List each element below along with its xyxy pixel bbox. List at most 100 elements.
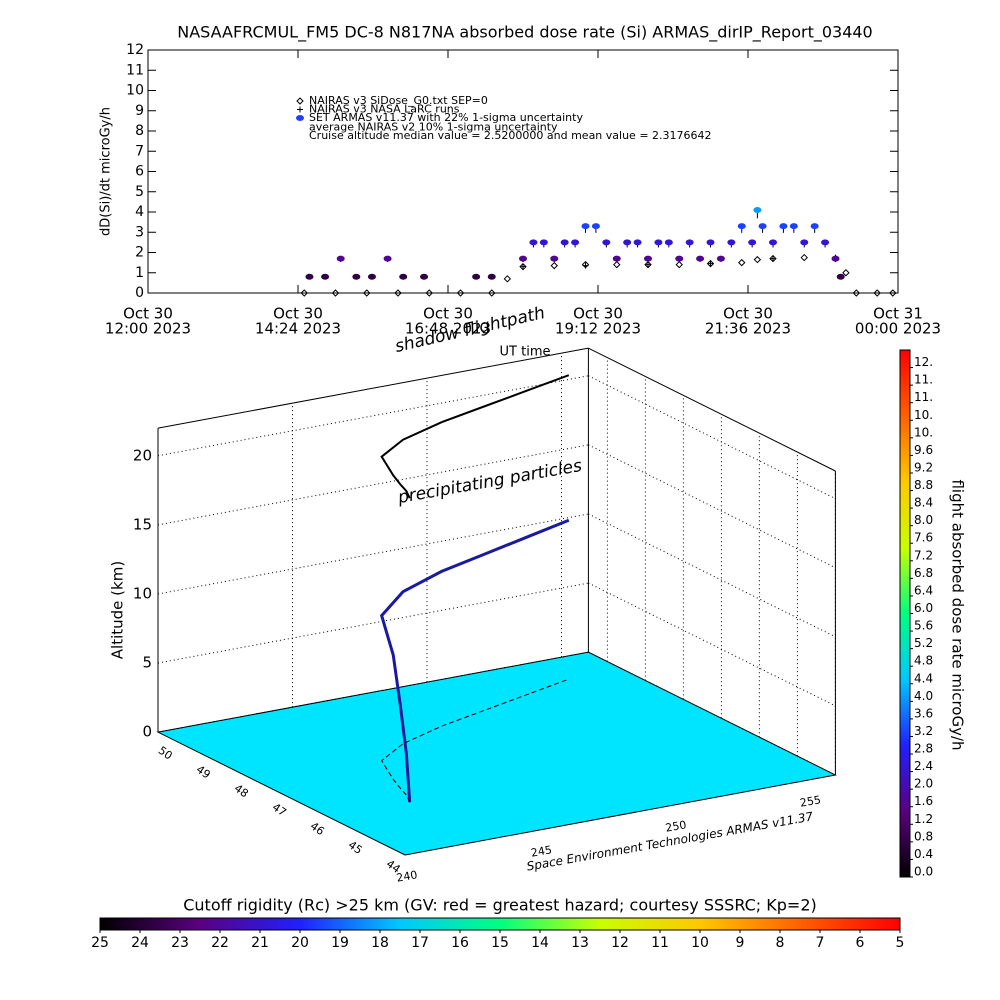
marker xyxy=(425,289,433,297)
marker xyxy=(300,289,308,297)
colorbar-tick-label: 10. xyxy=(914,425,933,439)
x-tick-label: Oct 30 xyxy=(573,305,623,323)
grid-line xyxy=(588,375,836,500)
marker xyxy=(581,223,590,230)
marker xyxy=(810,223,819,230)
colorbar-tick-label: 4.0 xyxy=(914,689,933,703)
z-tick-label: 15 xyxy=(133,515,152,533)
colorbar-tick-label: 3.6 xyxy=(914,706,933,720)
marker xyxy=(842,269,850,277)
colorbar-tick-label: 1.6 xyxy=(914,794,933,808)
marker xyxy=(633,239,642,246)
marker xyxy=(753,206,762,213)
x-tick-label: 21:36 2023 xyxy=(705,320,791,338)
y-tick-label: 1 xyxy=(135,265,144,281)
marker xyxy=(367,273,376,280)
marker xyxy=(779,223,788,230)
marker xyxy=(664,239,673,246)
grid-line xyxy=(588,444,836,569)
legend-label: SET ARMAS v11.37 with 22% 1-sigma uncert… xyxy=(309,111,583,124)
y-tick-label: 4 xyxy=(135,204,144,220)
marker xyxy=(394,289,402,297)
marker xyxy=(336,255,345,262)
colorbar-label: flight absorbed dose rate microGy/h xyxy=(949,479,967,750)
marker xyxy=(399,273,408,280)
colorbar-tick-label: 0.8 xyxy=(914,829,933,843)
y-tick-label: 11 xyxy=(126,62,144,78)
marker xyxy=(748,239,757,246)
y-tick-label: 50 xyxy=(156,744,175,763)
y-tick-label: 45 xyxy=(346,838,365,857)
y-tick-label: 6 xyxy=(135,164,144,180)
x-tick-label: 00:00 2023 xyxy=(855,320,941,338)
colorbar-tick-label: 4.4 xyxy=(914,671,933,685)
marker xyxy=(539,239,548,246)
marker xyxy=(654,239,663,246)
colorbar-tick-label: 6.4 xyxy=(914,583,933,597)
y-tick-label: 46 xyxy=(308,819,327,838)
marker xyxy=(645,261,651,268)
x-tick-label: 250 xyxy=(664,818,687,834)
annotation: Cruise altitude median value = 2.5200000… xyxy=(309,129,712,142)
y-tick-label: 9 xyxy=(135,103,144,119)
y-tick-label: 0 xyxy=(135,285,144,301)
colorbar-tick-label: 24 xyxy=(131,935,149,951)
marker xyxy=(852,289,861,297)
x-tick-label: 255 xyxy=(799,793,822,809)
colorbar-tick-label: 6 xyxy=(856,935,865,951)
marker xyxy=(770,255,776,262)
marker xyxy=(821,239,830,246)
x-tick-label: Oct 30 xyxy=(123,305,173,323)
colorbar-tick-label: 2.4 xyxy=(914,759,933,773)
grid-line xyxy=(157,513,589,595)
marker xyxy=(383,255,392,262)
colorbar-tick-label: 6.0 xyxy=(914,601,933,615)
colorbar-tick-label: 0.4 xyxy=(914,847,933,861)
colorbar-tick-label: 8.8 xyxy=(914,478,933,492)
colorbar-tick-label: 1.2 xyxy=(914,812,933,826)
y-axis-label: dD(Si)/dt microGy/h xyxy=(99,107,114,236)
marker xyxy=(582,262,589,269)
marker xyxy=(331,289,340,297)
marker xyxy=(550,255,559,262)
colorbar-tick-label: 5.6 xyxy=(914,619,933,633)
box-edge xyxy=(157,347,589,429)
x-tick-label: 245 xyxy=(530,843,553,859)
colorbar xyxy=(899,349,911,878)
ground-path xyxy=(380,678,569,803)
marker xyxy=(456,289,465,297)
x-tick-label: Oct 30 xyxy=(723,305,773,323)
legend-label: NAIRAS v3 SiDose_G0.txt SEP=0 xyxy=(309,94,488,107)
annotation: average NAIRAS v2 10% 1-sigma uncertaint… xyxy=(309,121,558,134)
colorbar-tick-label: 20 xyxy=(291,935,309,951)
marker xyxy=(706,259,715,268)
colorbar-tick-label: 15 xyxy=(491,935,509,951)
grid-line xyxy=(157,375,589,457)
marker xyxy=(488,289,496,297)
y-tick-label: 49 xyxy=(194,763,213,782)
marker xyxy=(519,255,527,262)
marker xyxy=(560,239,569,246)
marker xyxy=(800,253,808,262)
colorbar-tick-label: 4.8 xyxy=(914,654,933,668)
marker xyxy=(613,260,621,269)
marker xyxy=(696,255,705,262)
marker xyxy=(612,255,621,262)
colorbar-tick-label: 6.8 xyxy=(914,566,933,580)
z-tick-label: 0 xyxy=(142,723,152,741)
marker xyxy=(321,273,330,280)
colorbar-tick-label: 8.4 xyxy=(914,496,933,510)
colorbar-tick-label: 12 xyxy=(611,935,629,951)
z-tick-label: 20 xyxy=(133,446,152,464)
colorbar-tick-label: 7 xyxy=(816,935,825,951)
marker xyxy=(800,239,809,246)
colorbar-tick-label: 12. xyxy=(914,355,933,369)
colorbar-tick-label: 5 xyxy=(896,935,905,951)
colorbar-tick-label: 8 xyxy=(776,935,785,951)
marker xyxy=(644,255,652,262)
chart-title: NASAAFRCMUL_FM5 DC-8 N817NA absorbed dos… xyxy=(177,23,872,43)
marker xyxy=(873,289,881,297)
marker xyxy=(727,239,736,246)
marker xyxy=(297,106,303,113)
